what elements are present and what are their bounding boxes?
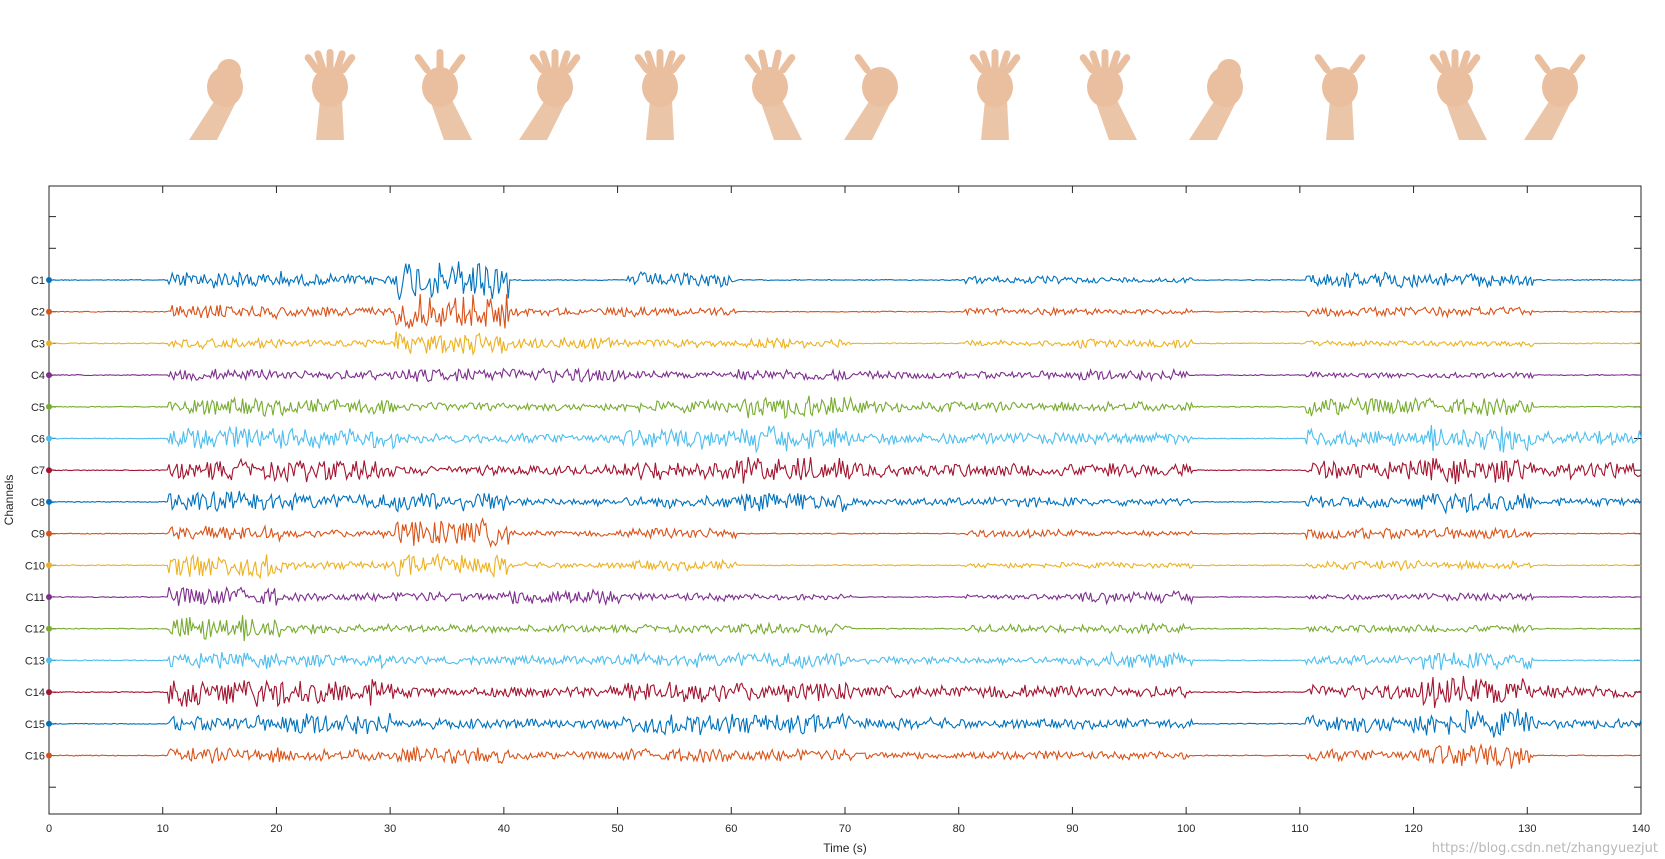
channel-marker xyxy=(46,657,52,664)
channel-label: C2 xyxy=(31,307,45,319)
channel-marker xyxy=(46,562,52,569)
y-axis-tick-labels: C1 C2 C3 C4 C5 C6 C7 C8 C9 C10 C11 C12 C13 C14 C15 C16 xyxy=(25,275,45,763)
channel-label: C14 xyxy=(25,687,45,699)
channel-trace-c5 xyxy=(48,395,1642,420)
gesture-wrist-extension-fist-icon xyxy=(1189,59,1243,140)
channel-traces xyxy=(46,261,1642,769)
gesture-pinch-icon xyxy=(1314,54,1366,140)
channel-label: C1 xyxy=(31,275,45,287)
x-tick-label: 100 xyxy=(1177,823,1195,835)
x-tick-label: 60 xyxy=(725,823,737,835)
gesture-fingers-point-icon xyxy=(1429,49,1487,140)
gesture-wrist-flexion-icon xyxy=(414,49,472,140)
channel-label: C3 xyxy=(31,338,45,350)
x-tick-label: 10 xyxy=(157,823,169,835)
gesture-fingers-spread-up-icon xyxy=(519,49,581,140)
channel-marker xyxy=(46,435,52,442)
x-tick-label: 70 xyxy=(839,823,851,835)
y-axis-ticks xyxy=(49,216,1641,788)
channel-label: C4 xyxy=(31,370,45,382)
channel-label: C12 xyxy=(25,624,45,636)
channel-label: C8 xyxy=(31,497,45,509)
channel-label: C9 xyxy=(31,529,45,541)
x-axis-ticks xyxy=(48,186,1642,814)
gesture-open-palm-up-icon xyxy=(304,49,356,140)
x-tick-label: 140 xyxy=(1632,823,1650,835)
gesture-fist-icon xyxy=(189,59,243,140)
channel-label: C6 xyxy=(31,434,45,446)
gesture-open-palm-front-icon xyxy=(969,49,1021,140)
gesture-pinch-upright-icon xyxy=(1524,54,1586,140)
channel-trace-c3 xyxy=(48,331,1642,357)
channel-trace-c14 xyxy=(48,675,1642,708)
channel-label: C5 xyxy=(31,402,45,414)
channel-marker xyxy=(46,594,52,600)
x-tick-label: 20 xyxy=(270,823,282,835)
x-axis-label: Time (s) xyxy=(823,841,867,855)
gesture-palm-up-flat-icon xyxy=(744,49,802,140)
x-tick-label: 90 xyxy=(1066,823,1078,835)
gesture-fist-upright-icon xyxy=(844,54,898,140)
channel-trace-c2 xyxy=(49,294,1642,329)
channel-label: C11 xyxy=(26,592,45,604)
channel-label: C7 xyxy=(31,465,45,477)
x-tick-label: 80 xyxy=(953,823,965,835)
x-tick-label: 120 xyxy=(1404,823,1422,835)
emg-chart: C1C2C3C4C5C6C7C8C9C10C11C12C13C14C15C16 … xyxy=(2,185,1650,855)
channel-trace-c4 xyxy=(48,367,1642,384)
channel-trace-c13 xyxy=(48,650,1642,671)
channel-trace-c1 xyxy=(49,261,1642,300)
channel-trace-c12 xyxy=(48,615,1641,642)
channel-trace-c16 xyxy=(48,742,1642,769)
channel-trace-c8 xyxy=(48,490,1642,515)
x-tick-label: 50 xyxy=(611,823,623,835)
x-axis-tick-labels: 0 10 20 30 40 50 60 70 80 90 100 110 120 130 140 xyxy=(46,823,1650,835)
channel-trace-c15 xyxy=(48,708,1642,738)
channel-marker xyxy=(46,498,52,505)
channel-marker xyxy=(46,340,52,347)
x-tick-label: 110 xyxy=(1291,823,1309,835)
x-tick-label: 40 xyxy=(498,823,510,835)
x-tick-label: 0 xyxy=(46,823,52,835)
watermark: https://blog.csdn.net/zhangyuezjut xyxy=(1432,841,1658,856)
gesture-claw-icon xyxy=(1079,49,1137,140)
channel-trace-c7 xyxy=(48,456,1642,485)
channel-trace-c9 xyxy=(48,517,1642,549)
x-tick-label: 30 xyxy=(384,823,396,835)
channel-label: C16 xyxy=(25,751,45,763)
y-axis-label: Channels xyxy=(2,475,16,526)
channel-trace-c11 xyxy=(48,586,1642,607)
x-tick-label: 130 xyxy=(1518,823,1536,835)
channel-label: C13 xyxy=(25,655,45,667)
channel-trace-c10 xyxy=(48,552,1642,580)
channel-label: C10 xyxy=(25,560,45,572)
channel-label: C15 xyxy=(25,719,45,731)
gesture-illustrations xyxy=(189,49,1586,140)
gesture-hand-spread-out-icon xyxy=(634,49,686,140)
channel-trace-c6 xyxy=(48,424,1642,454)
